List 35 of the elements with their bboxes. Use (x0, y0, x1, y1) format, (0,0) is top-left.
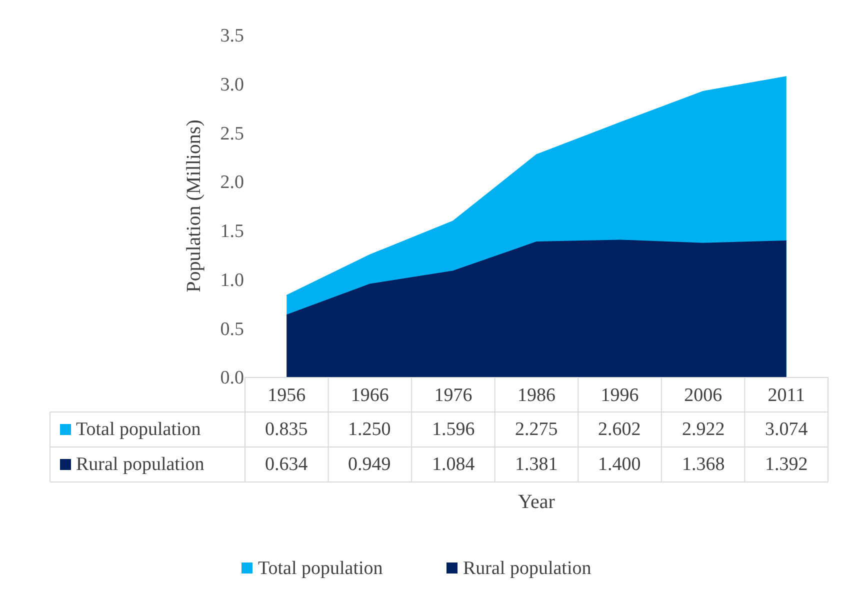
y-tick-label: 1.5 (220, 221, 244, 242)
y-tick-label: 1.0 (220, 270, 244, 291)
y-tick-label: 0.5 (220, 318, 244, 340)
data-label: 1.392 (765, 454, 808, 475)
x-tick-label: 2006 (684, 384, 722, 406)
y-tick-label: 2.0 (220, 172, 244, 194)
data-label: 1.596 (432, 419, 475, 440)
data-label: 1.368 (682, 454, 725, 475)
x-tick-label: 1976 (434, 384, 472, 406)
x-tick-label: 1996 (600, 384, 639, 406)
y-axis-title: Population (Millions) (182, 120, 205, 292)
data-label: 2.275 (515, 419, 558, 440)
x-axis-title: Year (518, 491, 556, 513)
data-label: 0.835 (265, 419, 308, 440)
y-tick-label: 3.5 (220, 26, 244, 47)
data-label: 2.922 (682, 419, 725, 440)
text: Total population (258, 558, 383, 579)
data-label: 1.084 (432, 454, 476, 475)
data-label: 2.602 (598, 419, 641, 440)
data-label: 1.250 (348, 419, 391, 440)
data-label: 0.634 (265, 454, 308, 475)
legend-label: Total population (76, 419, 202, 440)
x-tick-label: 1956 (268, 384, 306, 406)
y-tick-label: 0.0 (220, 368, 244, 389)
legend-label: Rural population (76, 454, 205, 475)
x-tick-label: 2011 (768, 384, 806, 406)
y-tick-label: 2.5 (220, 123, 244, 144)
data-label: 0.949 (348, 454, 391, 475)
data-label: 1.381 (515, 454, 558, 475)
x-tick-label: 1986 (518, 384, 556, 406)
text: Rural population (463, 558, 592, 579)
data-label: 3.074 (765, 419, 808, 440)
y-tick-label: 3.0 (220, 74, 244, 96)
x-tick-label: 1966 (350, 384, 389, 406)
data-label: 1.400 (598, 454, 641, 475)
